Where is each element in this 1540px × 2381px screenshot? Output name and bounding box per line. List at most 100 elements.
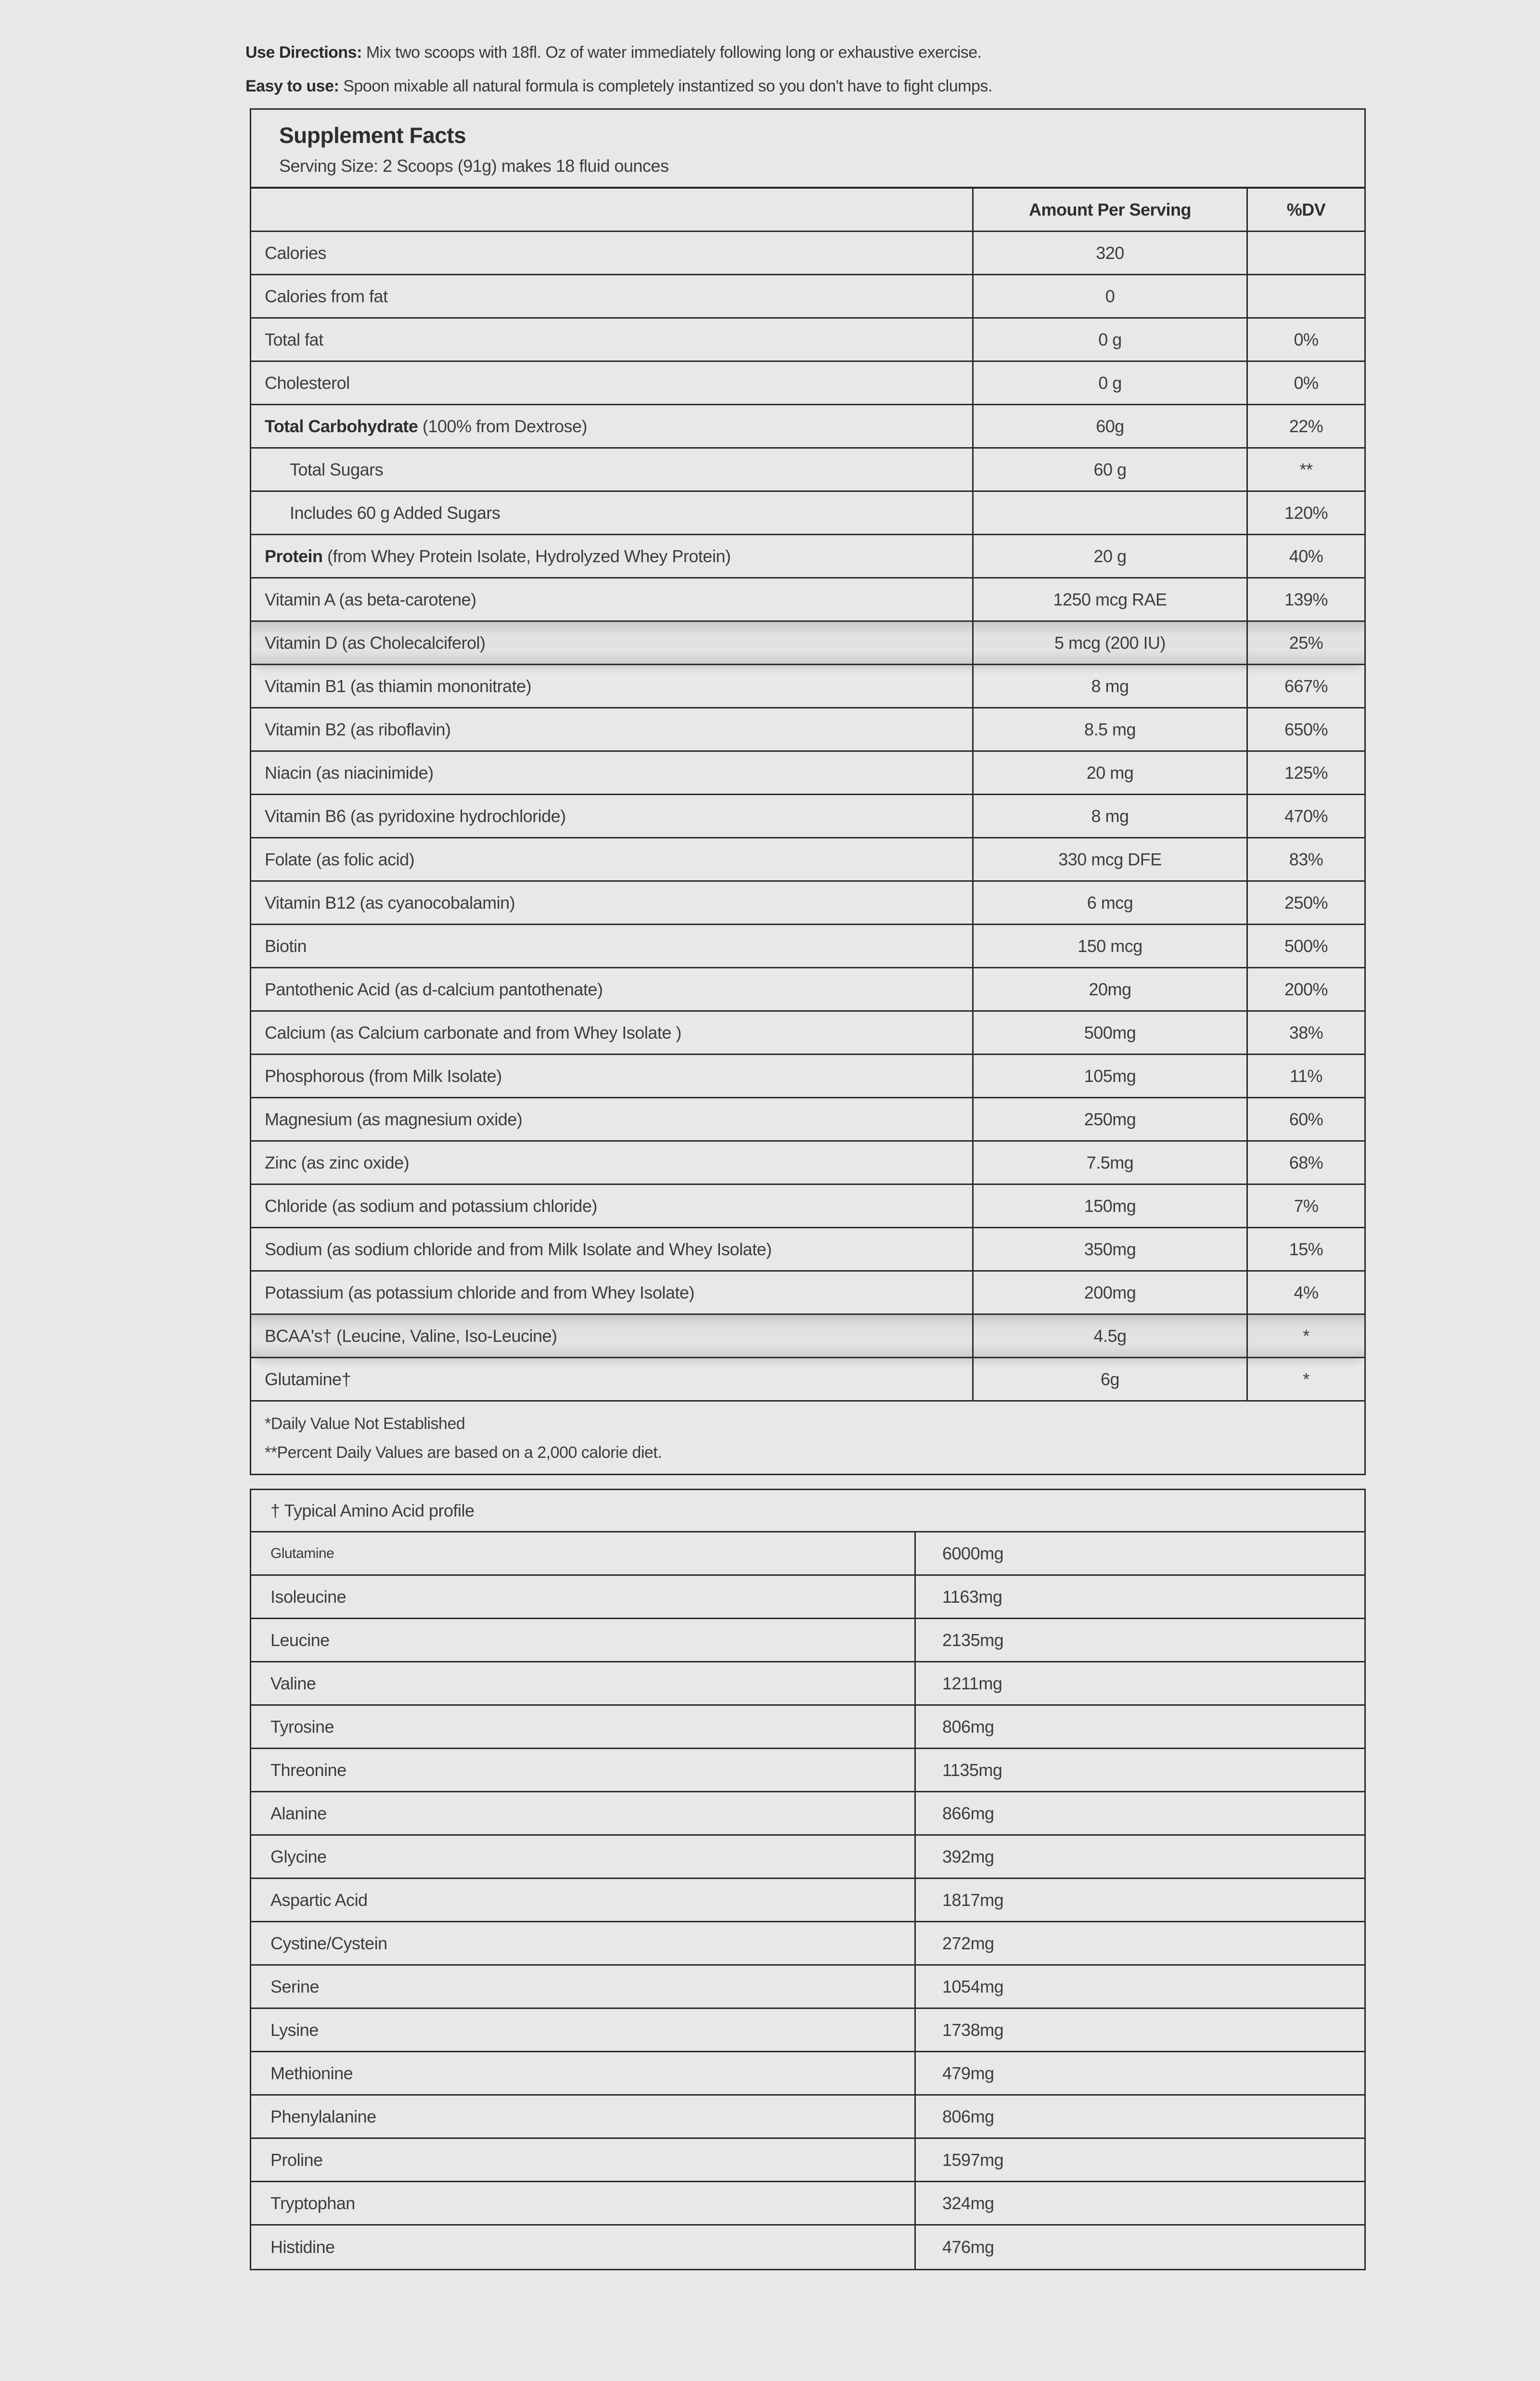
footnote-percent-dv: **Percent Daily Values are based on a 2,… [265, 1443, 662, 1462]
nutrient-amount: 6g [972, 1358, 1246, 1400]
amino-rows-container: Glutamine 6000mg Isoleucine 1163mg Leuci… [251, 1532, 1364, 2269]
nutrient-name: Vitamin A (as beta-carotene) [265, 589, 476, 609]
easy-to-use-label: Easy to use: [245, 77, 339, 95]
nutrient-dv: * [1246, 1315, 1364, 1357]
amino-row: Tryptophan 324mg [251, 2182, 1364, 2226]
amino-amount: 6000mg [914, 1532, 1364, 1574]
amino-row: Threonine 1135mg [251, 1749, 1364, 1792]
amino-name: Cystine/Cystein [270, 1933, 387, 1953]
nutrient-dv: 7% [1246, 1185, 1364, 1227]
amino-name: Alanine [270, 1803, 327, 1823]
amino-acid-table: † Typical Amino Acid profile Glutamine 6… [250, 1489, 1366, 2270]
nutrient-amount: 5 mcg (200 IU) [972, 622, 1246, 664]
nutrient-name: Vitamin D (as Cholecalciferol) [251, 622, 972, 664]
column-header-dv: %DV [1246, 189, 1364, 231]
nutrient-name: BCAA's† (Leucine, Valine, Iso-Leucine) [251, 1315, 972, 1357]
nutrient-dv [1246, 232, 1364, 274]
nutrient-name: Calories from fat [265, 286, 388, 306]
amino-amount: 476mg [914, 2226, 1364, 2269]
nutrient-dv: 22% [1246, 405, 1364, 447]
amino-name: Methionine [270, 2063, 353, 2083]
nutrient-dv: 40% [1246, 535, 1364, 577]
amino-row: Methionine 479mg [251, 2052, 1364, 2096]
amino-row: Tyrosine 806mg [251, 1706, 1364, 1749]
amino-name: Tryptophan [270, 2193, 355, 2213]
table-row: Total Carbohydrate (100% from Dextrose) … [251, 405, 1364, 449]
table-row: Vitamin A (as beta-carotene) 1250 mcg RA… [251, 579, 1364, 622]
nutrient-name: Folate (as folic acid) [265, 849, 415, 869]
nutrient-amount: 105mg [972, 1055, 1246, 1097]
nutrient-amount: 8 mg [972, 665, 1246, 707]
facts-rows-container: Calories 320 Calories from fat 0 Total f… [251, 232, 1364, 1402]
amino-amount: 272mg [914, 1922, 1364, 1964]
nutrient-amount: 20mg [972, 968, 1246, 1010]
table-row: Protein (from Whey Protein Isolate, Hydr… [251, 535, 1364, 579]
nutrient-dv: 68% [1246, 1142, 1364, 1184]
nutrient-amount: 150 mcg [972, 925, 1246, 967]
nutrient-name: Total Sugars [290, 459, 384, 479]
nutrient-name: Biotin [265, 936, 307, 956]
nutrient-amount: 8.5 mg [972, 708, 1246, 750]
use-directions-label: Use Directions: [245, 43, 362, 62]
nutrient-dv: 15% [1246, 1228, 1364, 1270]
amino-amount: 479mg [914, 2052, 1364, 2094]
nutrient-name: Glutamine† [265, 1369, 351, 1389]
table-row: BCAA's† (Leucine, Valine, Iso-Leucine) 4… [251, 1315, 1364, 1358]
nutrient-dv: 60% [1246, 1098, 1364, 1140]
table-row: Total Sugars 60 g ** [251, 449, 1364, 492]
amino-name: Glycine [270, 1846, 327, 1866]
table-row: Calcium (as Calcium carbonate and from W… [251, 1012, 1364, 1055]
nutrient-dv: 4% [1246, 1272, 1364, 1313]
amino-row: Isoleucine 1163mg [251, 1576, 1364, 1619]
amino-amount: 324mg [914, 2182, 1364, 2224]
column-header-spacer [251, 189, 972, 231]
nutrient-name: Phosphorous (from Milk Isolate) [265, 1066, 502, 1086]
amino-name: Histidine [270, 2237, 335, 2257]
supplement-facts-header: Supplement Facts Serving Size: 2 Scoops … [251, 110, 1364, 189]
nutrient-name: Sodium (as sodium chloride and from Milk… [265, 1239, 772, 1259]
facts-footnotes: *Daily Value Not Established **Percent D… [251, 1402, 1364, 1474]
amino-amount: 1054mg [914, 1966, 1364, 2008]
table-row: Pantothenic Acid (as d-calcium pantothen… [251, 968, 1364, 1012]
nutrient-name: Chloride (as sodium and potassium chlori… [265, 1196, 597, 1216]
nutrient-name: Protein (from Whey Protein Isolate, Hydr… [265, 546, 731, 566]
table-row: Folate (as folic acid) 330 mcg DFE 83% [251, 838, 1364, 882]
amino-amount: 806mg [914, 1706, 1364, 1748]
nutrient-amount: 1250 mcg RAE [972, 579, 1246, 620]
table-row: Calories from fat 0 [251, 275, 1364, 319]
amino-amount: 1817mg [914, 1879, 1364, 1921]
column-header-amount: Amount Per Serving [972, 189, 1246, 231]
nutrient-name: Pantothenic Acid (as d-calcium pantothen… [265, 979, 603, 999]
nutrient-name: Vitamin B12 (as cyanocobalamin) [265, 892, 515, 913]
nutrient-dv: 125% [1246, 752, 1364, 794]
serving-size-text: Serving Size: 2 Scoops (91g) makes 18 fl… [279, 156, 669, 176]
amino-name: Lysine [270, 2020, 319, 2040]
amino-name: Valine [270, 1673, 316, 1693]
amino-amount: 1163mg [914, 1576, 1364, 1618]
amino-row: Serine 1054mg [251, 1966, 1364, 2009]
amino-row: Phenylalanine 806mg [251, 2096, 1364, 2139]
amino-name: Tyrosine [270, 1716, 334, 1737]
nutrient-amount: 350mg [972, 1228, 1246, 1270]
use-directions-text: Mix two scoops with 18fl. Oz of water im… [361, 43, 982, 62]
amino-amount: 392mg [914, 1836, 1364, 1878]
nutrient-amount: 320 [972, 232, 1246, 274]
amino-row: Proline 1597mg [251, 2139, 1364, 2182]
nutrient-name: Potassium (as potassium chloride and fro… [265, 1282, 694, 1302]
nutrient-dv: 200% [1246, 968, 1364, 1010]
nutrient-amount: 7.5mg [972, 1142, 1246, 1184]
table-row: Zinc (as zinc oxide) 7.5mg 68% [251, 1142, 1364, 1185]
amino-name: Phenylalanine [270, 2106, 376, 2126]
nutrient-name: Cholesterol [265, 373, 350, 393]
nutrient-dv: 0% [1246, 319, 1364, 360]
nutrient-dv: * [1246, 1358, 1364, 1400]
table-row: Glutamine† 6g * [251, 1358, 1364, 1402]
amino-row: Histidine 476mg [251, 2226, 1364, 2269]
amino-amount: 1738mg [914, 2009, 1364, 2051]
nutrient-amount: 200mg [972, 1272, 1246, 1313]
nutrient-amount: 8 mg [972, 795, 1246, 837]
nutrient-dv: 120% [1246, 492, 1364, 534]
nutrient-dv: 250% [1246, 882, 1364, 924]
table-row: Calories 320 [251, 232, 1364, 275]
nutrient-dv: 500% [1246, 925, 1364, 967]
